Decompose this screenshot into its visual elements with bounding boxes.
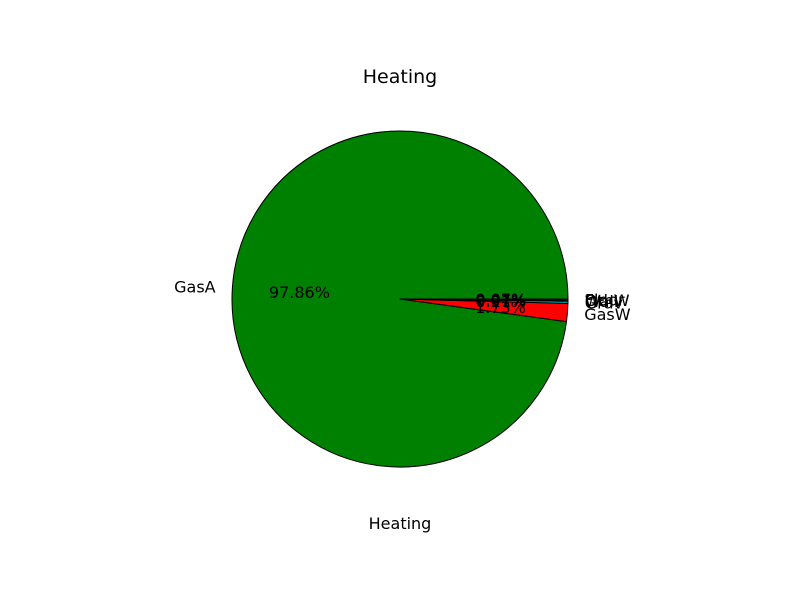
x-axis-label: Heating bbox=[369, 514, 432, 533]
pie-labels: GasA 97.86% GasW 1.73% Grav 0.21% Wall 0.07% Oth… bbox=[174, 278, 631, 324]
slice-percent-grav: 0.21% bbox=[475, 292, 526, 311]
slice-percent-gasa: 97.86% bbox=[269, 283, 330, 302]
slice-label-wall: Wall bbox=[585, 292, 619, 311]
pie-slices bbox=[231, 130, 569, 468]
slice-label-gasw: GasW bbox=[584, 305, 631, 324]
slice-percent-floor: 0.07% bbox=[475, 290, 526, 309]
slice-label-floor: Floor bbox=[585, 290, 625, 309]
pie-slice-floor bbox=[399, 298, 569, 301]
slice-percent-gasw: 1.73% bbox=[475, 298, 526, 317]
slice-percent-wall: 0.07% bbox=[475, 291, 526, 310]
slice-label-gasa: GasA bbox=[174, 278, 216, 297]
slice-label-othw: OthW bbox=[585, 291, 630, 310]
slice-percent-othw: 0.07% bbox=[475, 291, 526, 310]
chart-title: Heating bbox=[363, 66, 437, 88]
slice-label-grav: Grav bbox=[585, 294, 623, 313]
